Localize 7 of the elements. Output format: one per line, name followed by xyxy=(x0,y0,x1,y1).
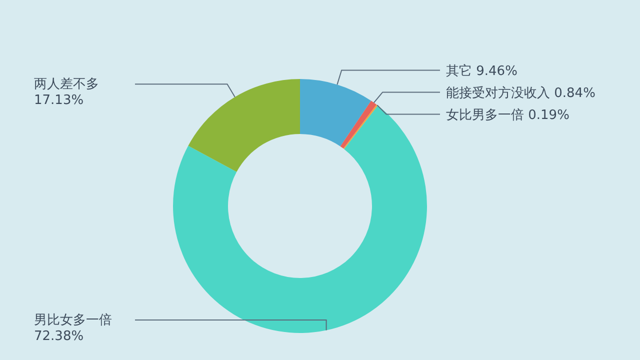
slice-label: 两人差不多 xyxy=(34,77,99,92)
slice-label: 女比男多一倍 0.19% xyxy=(446,108,570,124)
slice-label: 能接受对方没收入 0.84% xyxy=(446,85,596,102)
slice-label: 其它 9.46% xyxy=(446,63,518,80)
slice-label: 男比女多一倍 xyxy=(34,313,112,328)
data-label: 17.13% xyxy=(34,93,84,108)
data-label: 72.38% xyxy=(34,329,84,344)
